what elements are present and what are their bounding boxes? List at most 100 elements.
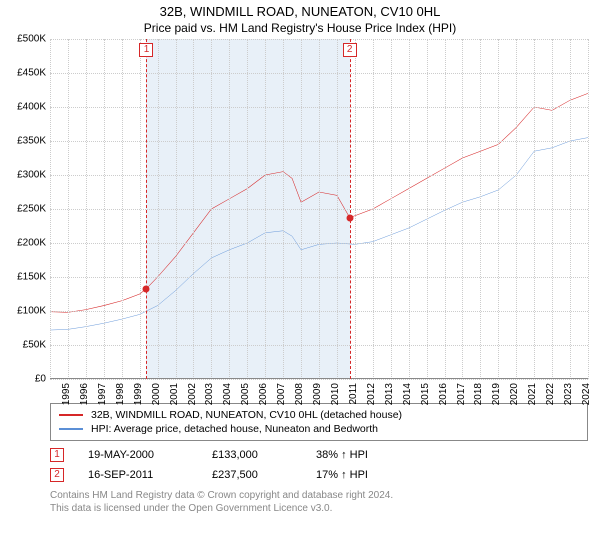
- x-axis-label: 2009: [312, 383, 323, 405]
- chart-title: 32B, WINDMILL ROAD, NUNEATON, CV10 0HL: [0, 0, 600, 19]
- gridline-v: [319, 39, 320, 379]
- gridline-v: [462, 39, 463, 379]
- sale-marker-box: 1: [139, 43, 153, 57]
- x-axis-label: 2016: [438, 383, 449, 405]
- sale-date: 16-SEP-2011: [88, 469, 188, 481]
- legend-label: 32B, WINDMILL ROAD, NUNEATON, CV10 0HL (…: [91, 409, 402, 421]
- x-axis-label: 2004: [223, 383, 234, 405]
- gridline-v: [445, 39, 446, 379]
- x-axis-label: 2000: [151, 383, 162, 405]
- footnote-line1: Contains HM Land Registry data © Crown c…: [50, 489, 588, 502]
- x-axis-label: 2002: [187, 383, 198, 405]
- sale-marker-line: [146, 39, 147, 379]
- sale-date: 19-MAY-2000: [88, 449, 188, 461]
- x-axis-label: 2007: [276, 383, 287, 405]
- gridline-v: [104, 39, 105, 379]
- y-axis-label: £500K: [17, 34, 46, 45]
- x-axis-label: 2015: [420, 383, 431, 405]
- x-axis-label: 2012: [366, 383, 377, 405]
- y-axis-label: £300K: [17, 170, 46, 181]
- gridline-v: [337, 39, 338, 379]
- gridline-v: [391, 39, 392, 379]
- y-axis-label: £250K: [17, 204, 46, 215]
- gridline-v: [301, 39, 302, 379]
- sale-row-marker: 1: [50, 448, 64, 462]
- gridline-v: [552, 39, 553, 379]
- legend-label: HPI: Average price, detached house, Nune…: [91, 423, 378, 435]
- x-axis-label: 1997: [97, 383, 108, 405]
- gridline-v: [409, 39, 410, 379]
- gridline-v: [176, 39, 177, 379]
- sale-row: 1 19-MAY-2000 £133,000 38% ↑ HPI: [50, 445, 588, 465]
- x-axis-label: 2001: [169, 383, 180, 405]
- gridline-v: [229, 39, 230, 379]
- x-axis-label: 2011: [348, 383, 359, 405]
- x-axis-label: 2021: [527, 383, 538, 405]
- gridline-v: [570, 39, 571, 379]
- y-axis-label: £200K: [17, 238, 46, 249]
- sales-table: 1 19-MAY-2000 £133,000 38% ↑ HPI 2 16-SEP-201…: [50, 445, 588, 485]
- x-axis-label: 2020: [509, 383, 520, 405]
- y-axis-label: £50K: [23, 340, 46, 351]
- gridline-v: [140, 39, 141, 379]
- sale-price: £133,000: [212, 449, 292, 461]
- y-axis-label: £100K: [17, 306, 46, 317]
- y-axis-label: £350K: [17, 136, 46, 147]
- x-axis-label: 2014: [402, 383, 413, 405]
- y-axis-label: £450K: [17, 68, 46, 79]
- sale-marker-dot: [143, 285, 150, 292]
- sale-price: £237,500: [212, 469, 292, 481]
- gridline-v: [193, 39, 194, 379]
- gridline-v: [534, 39, 535, 379]
- gridline-v: [516, 39, 517, 379]
- sale-diff: 17% ↑ HPI: [316, 469, 368, 481]
- x-axis-label: 1996: [79, 383, 90, 405]
- x-axis-label: 2005: [240, 383, 251, 405]
- sale-marker-line: [350, 39, 351, 379]
- footnote-line2: This data is licensed under the Open Gov…: [50, 502, 588, 515]
- sale-marker-dot: [346, 214, 353, 221]
- gridline-v: [247, 39, 248, 379]
- x-axis-label: 2013: [384, 383, 395, 405]
- gridline-v: [158, 39, 159, 379]
- legend-item: 32B, WINDMILL ROAD, NUNEATON, CV10 0HL (…: [59, 408, 579, 422]
- gridline-v: [265, 39, 266, 379]
- footnote: Contains HM Land Registry data © Crown c…: [50, 489, 588, 515]
- legend-item: HPI: Average price, detached house, Nune…: [59, 422, 579, 436]
- x-axis-label: 2023: [563, 383, 574, 405]
- x-axis-label: 1995: [61, 383, 72, 405]
- gridline-v: [50, 39, 51, 379]
- gridline-v: [588, 39, 589, 379]
- legend-swatch: [59, 414, 83, 416]
- gridline-v: [283, 39, 284, 379]
- sale-row: 2 16-SEP-2011 £237,500 17% ↑ HPI: [50, 465, 588, 485]
- x-axis-label: 2022: [545, 383, 556, 405]
- gridline-v: [355, 39, 356, 379]
- y-axis-label: £0: [35, 374, 46, 385]
- gridline-v: [498, 39, 499, 379]
- chart-subtitle: Price paid vs. HM Land Registry's House …: [0, 19, 600, 39]
- sale-row-marker: 2: [50, 468, 64, 482]
- x-axis-label: 2019: [492, 383, 503, 405]
- chart-area: £0£50K£100K£150K£200K£250K£300K£350K£400…: [50, 39, 588, 399]
- gridline-h: [50, 379, 588, 380]
- x-axis-label: 2006: [258, 383, 269, 405]
- gridline-v: [86, 39, 87, 379]
- x-axis-label: 2024: [581, 383, 592, 405]
- gridline-v: [211, 39, 212, 379]
- legend-swatch: [59, 428, 83, 430]
- x-axis-label: 2017: [456, 383, 467, 405]
- x-axis-label: 1998: [115, 383, 126, 405]
- gridline-v: [480, 39, 481, 379]
- plot-region: £0£50K£100K£150K£200K£250K£300K£350K£400…: [50, 39, 588, 379]
- gridline-v: [122, 39, 123, 379]
- x-axis-label: 2008: [294, 383, 305, 405]
- gridline-v: [427, 39, 428, 379]
- x-axis-label: 1999: [133, 383, 144, 405]
- y-axis-label: £150K: [17, 272, 46, 283]
- y-axis-label: £400K: [17, 102, 46, 113]
- x-axis-label: 2003: [205, 383, 216, 405]
- legend: 32B, WINDMILL ROAD, NUNEATON, CV10 0HL (…: [50, 403, 588, 441]
- sale-marker-box: 2: [343, 43, 357, 57]
- sale-diff: 38% ↑ HPI: [316, 449, 368, 461]
